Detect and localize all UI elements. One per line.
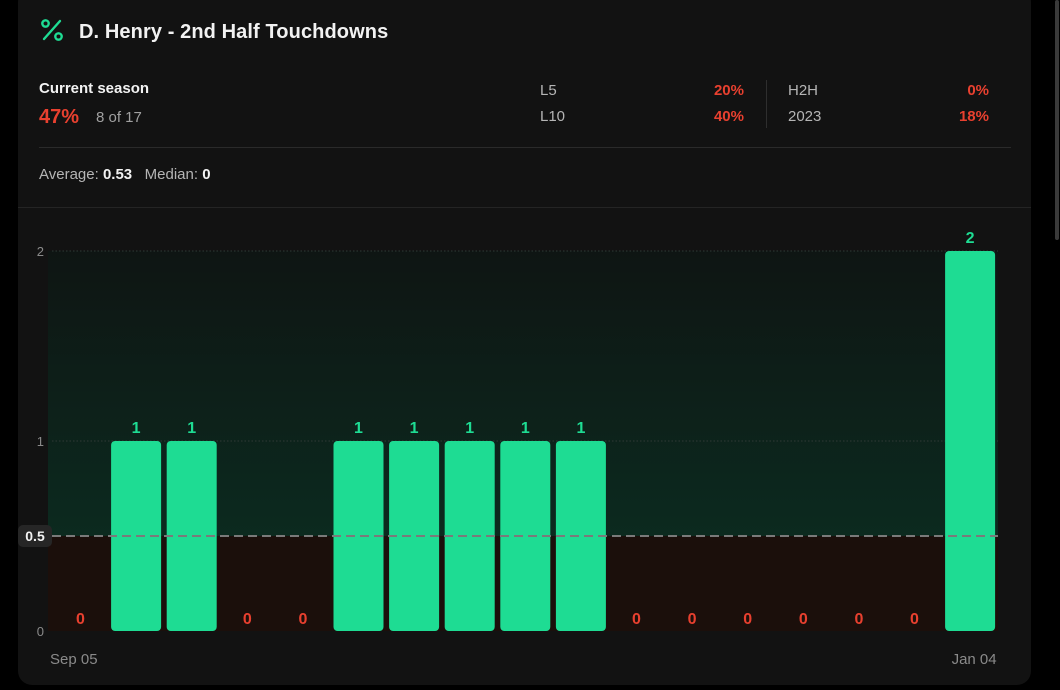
chart-top-border — [18, 207, 1031, 208]
stat-label-2023: 2023 — [788, 108, 822, 125]
stat-value-2023: 18% — [958, 108, 989, 125]
bar[interactable] — [333, 441, 384, 631]
stat-value-l5: 20% — [713, 82, 744, 99]
page-title: D. Henry - 2nd Half Touchdowns — [79, 21, 389, 43]
card-header: D. Henry - 2nd Half Touchdowns Current s… — [18, 0, 1031, 208]
median-value: 0 — [202, 166, 211, 183]
x-tick-label: Jan 04 — [952, 651, 997, 668]
percent-icon — [41, 19, 63, 41]
bar-value-label: 2 — [966, 230, 975, 247]
bar-value-label: 1 — [132, 420, 141, 437]
bar-value-label: 0 — [688, 611, 697, 628]
stats-divider — [766, 80, 767, 128]
y-tick-label: 1 — [37, 434, 44, 449]
median-label: Median: — [144, 166, 199, 183]
bar[interactable] — [389, 441, 440, 631]
stat-label-l10: L10 — [540, 108, 566, 125]
summary-line: Average: 0.53 Median: 0 — [39, 166, 211, 183]
bar-value-label: 0 — [76, 611, 85, 628]
bar[interactable] — [945, 251, 996, 631]
bar[interactable] — [555, 441, 606, 631]
average-value: 0.53 — [102, 166, 133, 183]
bar-value-label: 0 — [854, 611, 863, 628]
bar-value-label: 0 — [799, 611, 808, 628]
season-hit-count: 8 of 17 — [96, 109, 142, 126]
bar-value-label: 1 — [187, 420, 196, 437]
average-label: Average: — [39, 166, 99, 183]
season-label: Current season — [39, 80, 150, 97]
threshold-label: 0.5 — [25, 528, 45, 544]
y-tick-label: 2 — [37, 244, 44, 259]
bar-value-label: 1 — [465, 420, 474, 437]
scrollbar[interactable] — [1055, 0, 1059, 240]
stat-value-l10: 40% — [713, 108, 744, 125]
x-tick-label: Sep 05 — [50, 651, 98, 668]
bar-value-label: 0 — [632, 611, 641, 628]
bar-value-label: 0 — [243, 611, 252, 628]
bar-value-label: 0 — [743, 611, 752, 628]
bar-value-label: 0 — [910, 611, 919, 628]
header-divider — [39, 147, 1011, 148]
threshold-badge — [18, 525, 52, 547]
bar[interactable] — [444, 441, 495, 631]
bar-value-label: 0 — [298, 611, 307, 628]
bar-value-label: 1 — [354, 420, 363, 437]
stat-label-l5: L5 — [540, 82, 557, 99]
bar[interactable] — [166, 441, 217, 631]
bar-value-label: 1 — [576, 420, 585, 437]
bar-value-label: 1 — [521, 420, 530, 437]
season-hit-rate: 47% — [39, 106, 80, 128]
bar[interactable] — [500, 441, 551, 631]
stat-label-h2h: H2H — [788, 82, 819, 99]
y-tick-label: 0 — [37, 624, 44, 639]
bar-value-label: 1 — [410, 420, 419, 437]
stat-value-h2h: 0% — [967, 82, 989, 99]
